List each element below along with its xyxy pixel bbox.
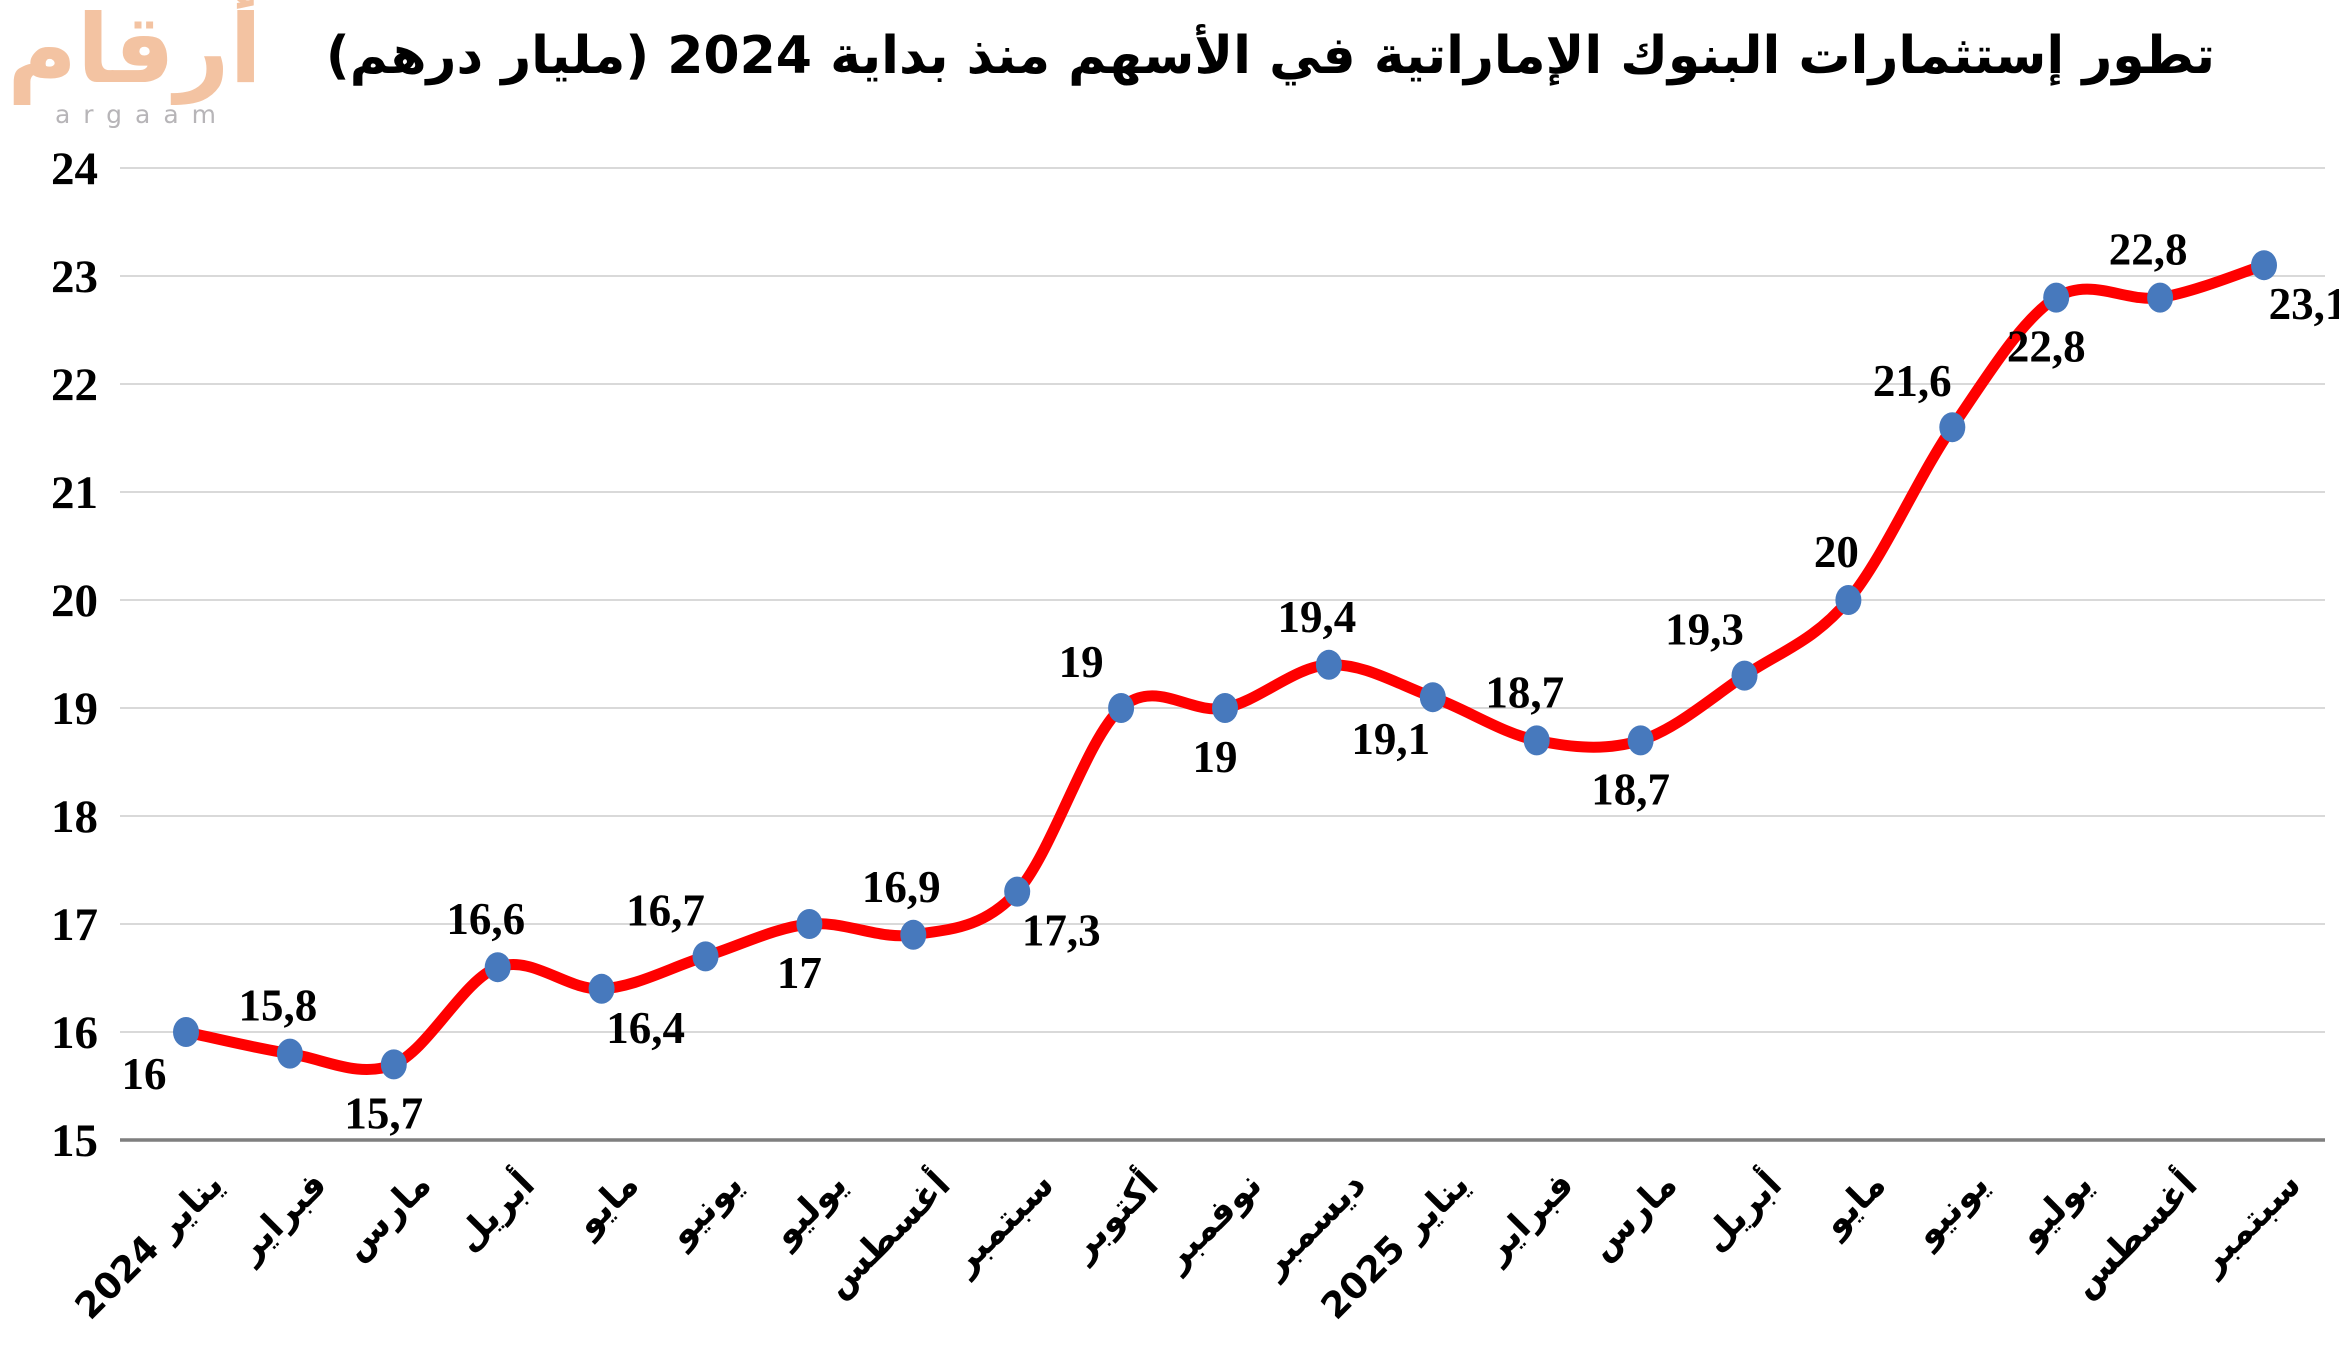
- data-point-marker: [588, 973, 615, 1004]
- data-point-marker: [1835, 585, 1862, 615]
- data-point-label: 19,1: [1351, 714, 1430, 764]
- data-point-marker: [692, 941, 719, 972]
- data-point-marker: [276, 1038, 303, 1069]
- data-point-label: 23,1: [2269, 279, 2339, 329]
- y-axis-tick-label: 15: [51, 1115, 98, 1167]
- y-axis-tick-label: 23: [51, 251, 98, 303]
- data-point-label: 19,3: [1665, 605, 1744, 655]
- data-point-marker: [1004, 876, 1031, 907]
- data-point-marker: [2251, 250, 2277, 281]
- data-point-label: 19,4: [1278, 592, 1357, 642]
- data-point-marker: [1419, 682, 1446, 713]
- data-point-label: 16,9: [862, 862, 941, 912]
- data-point-label: 22,8: [2007, 322, 2086, 372]
- series-line: [180, 259, 2270, 1076]
- data-point-label: 18,7: [1591, 764, 1670, 814]
- y-axis-tick-label: 17: [51, 899, 98, 951]
- data-point-marker: [1939, 412, 1966, 443]
- data-point-label: 17: [777, 948, 822, 998]
- data-point-label: 19: [1059, 637, 1104, 687]
- data-point-label: 19: [1193, 732, 1238, 782]
- data-point-label: 21,6: [1873, 356, 1952, 406]
- data-point-marker: [796, 909, 823, 939]
- y-axis-tick-label: 20: [51, 575, 98, 627]
- data-point-label: 18,7: [1485, 667, 1564, 717]
- data-point-marker: [1315, 649, 1342, 680]
- data-point-marker: [173, 1017, 199, 1047]
- chart-title: تطور إستثمارات البنوك الإماراتية في الأس…: [325, 26, 2216, 86]
- data-point-label: 16,7: [626, 885, 705, 935]
- y-axis-tick-label: 16: [51, 1007, 98, 1059]
- data-point-label: 20: [1814, 527, 1859, 577]
- data-point-marker: [1523, 725, 1550, 756]
- y-axis-tick-label: 22: [51, 359, 98, 411]
- data-point-marker: [1627, 725, 1654, 756]
- data-point-label: 16,4: [606, 1003, 685, 1053]
- argaam-logo-arabic-wordmark: أرقام: [7, 0, 262, 105]
- data-point-label: 16: [122, 1049, 167, 1099]
- y-axis-tick-label: 18: [51, 791, 98, 843]
- data-point-label: 22,8: [2109, 225, 2188, 275]
- data-point-label: 15,8: [239, 981, 318, 1031]
- data-point-marker: [1108, 693, 1135, 723]
- data-point-marker: [1731, 660, 1758, 691]
- data-point-label: 15,7: [344, 1088, 423, 1138]
- y-axis-tick-label: 24: [51, 143, 98, 195]
- argaam-logo-latin-wordmark: argaam: [54, 100, 230, 129]
- data-point-label: 17,3: [1022, 906, 1101, 956]
- data-point-label: 16,6: [446, 894, 525, 944]
- data-point-marker: [2147, 282, 2174, 313]
- data-point-marker: [900, 919, 927, 950]
- data-point-marker: [484, 952, 511, 983]
- argaam-logo: أرقام argaam: [7, 0, 262, 129]
- y-axis-tick-label: 19: [51, 683, 98, 735]
- data-point-marker: [2043, 282, 2070, 313]
- y-axis-tick-label: 21: [51, 467, 98, 519]
- data-point-marker: [1212, 693, 1238, 723]
- data-point-marker: [380, 1049, 407, 1080]
